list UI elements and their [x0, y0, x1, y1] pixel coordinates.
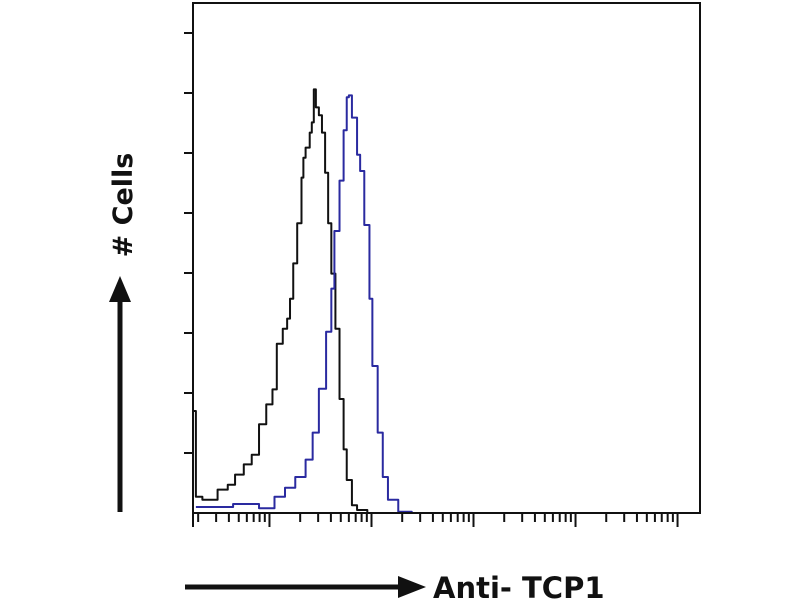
plot-frame: [192, 2, 701, 514]
x-axis-label: Anti- TCP1: [433, 571, 605, 600]
series-group: [193, 88, 413, 513]
axis-ticks: [184, 32, 679, 527]
y-axis-label: # Cells: [108, 153, 139, 258]
y-axis-arrow: [109, 276, 131, 512]
histogram-series-2: [195, 94, 413, 513]
histogram-series-1: [193, 88, 369, 513]
x-axis-arrow: [185, 576, 426, 598]
